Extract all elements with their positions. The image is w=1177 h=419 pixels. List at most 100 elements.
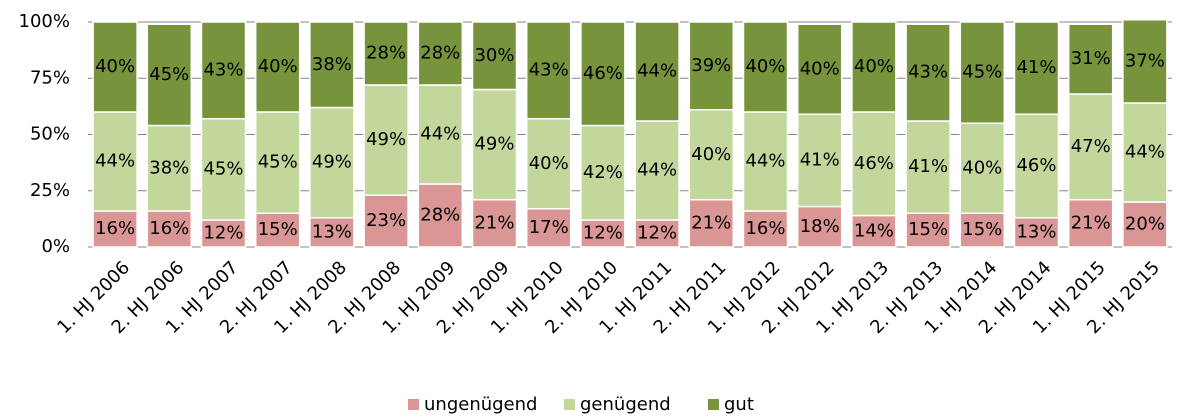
bar-segment <box>471 199 518 248</box>
data-label: 16% <box>149 218 189 239</box>
bar-segment <box>580 124 626 221</box>
data-label: 47% <box>1071 136 1111 157</box>
legend-label: ungenügend <box>424 394 537 415</box>
data-label: 44% <box>95 151 135 172</box>
data-label: 40% <box>691 144 731 165</box>
bar-segment <box>146 124 193 212</box>
bar-segment <box>254 212 301 248</box>
bar-segment <box>92 210 138 248</box>
bar-segment <box>525 21 572 120</box>
bar-segment <box>742 21 789 113</box>
data-label: 49% <box>366 129 406 150</box>
bar-segment <box>525 118 572 210</box>
bar-segment <box>363 84 409 196</box>
bar-segment <box>688 21 735 111</box>
bar-segment <box>851 214 897 248</box>
data-label: 15% <box>258 219 298 240</box>
data-label: 40% <box>800 58 840 79</box>
bar-segment <box>1067 93 1114 201</box>
data-label: 37% <box>1125 50 1165 71</box>
data-label: 44% <box>637 160 677 181</box>
data-label: 41% <box>800 149 840 170</box>
bar-segment <box>742 210 789 248</box>
data-label: 28% <box>420 205 460 226</box>
data-label: 15% <box>962 219 1002 240</box>
data-label: 13% <box>1016 221 1056 242</box>
data-label: 21% <box>474 212 514 233</box>
data-label: 28% <box>420 43 460 64</box>
data-label: 21% <box>1071 212 1111 233</box>
bar-segment <box>796 113 843 208</box>
data-label: 12% <box>203 223 243 244</box>
data-label: 46% <box>583 63 623 84</box>
bar-segment <box>851 21 897 113</box>
data-label: 46% <box>1016 155 1056 176</box>
bar-segment <box>959 212 1006 248</box>
bar-segment <box>1013 113 1060 219</box>
bar-segment <box>634 21 680 122</box>
bar-segment <box>688 109 735 201</box>
bar-segment <box>1067 199 1114 248</box>
y-tick-label: 75% <box>30 67 70 88</box>
data-label: 41% <box>1016 57 1056 78</box>
legend-label: gut <box>724 394 754 415</box>
data-label: 31% <box>1071 48 1111 69</box>
bar-segment <box>1122 201 1168 248</box>
data-label: 43% <box>203 59 243 80</box>
data-label: 43% <box>908 62 948 83</box>
bar-segment <box>417 21 464 86</box>
bar-segment <box>146 23 193 127</box>
legend-swatch <box>564 399 575 410</box>
data-label: 23% <box>366 210 406 231</box>
bar-segment <box>1122 19 1168 104</box>
legend-swatch <box>708 399 719 410</box>
bar-segment <box>254 111 301 214</box>
bar-segment <box>92 21 138 113</box>
bar-segment <box>417 183 464 248</box>
bar-segment <box>417 84 464 185</box>
bar-segment <box>580 21 626 127</box>
data-label: 16% <box>745 218 785 239</box>
data-label: 21% <box>691 212 731 233</box>
data-label: 39% <box>691 55 731 76</box>
legend-swatch <box>408 399 419 410</box>
bar-segment <box>1013 21 1060 115</box>
data-label: 13% <box>312 221 352 242</box>
data-label: 45% <box>203 158 243 179</box>
data-label: 40% <box>529 153 569 174</box>
data-label: 45% <box>149 64 189 85</box>
bar-segment <box>309 21 355 109</box>
data-label: 44% <box>637 61 677 82</box>
bar-segment <box>634 219 680 248</box>
data-label: 42% <box>583 162 623 183</box>
bar-segment <box>580 219 626 248</box>
data-label: 41% <box>908 156 948 177</box>
data-label: 12% <box>583 223 623 244</box>
data-label: 46% <box>854 153 894 174</box>
bar-segment <box>254 21 301 113</box>
data-label: 44% <box>745 151 785 172</box>
bar-segment <box>796 23 843 115</box>
y-tick-label: 25% <box>30 180 70 201</box>
data-label: 49% <box>474 134 514 155</box>
data-label: 49% <box>312 152 352 173</box>
bar-segment <box>200 21 247 120</box>
data-label: 30% <box>474 45 514 66</box>
y-tick-label: 100% <box>19 11 70 32</box>
bar-segment <box>1067 23 1114 95</box>
data-label: 38% <box>149 157 189 178</box>
y-tick-label: 0% <box>41 236 70 257</box>
data-label: 40% <box>745 56 785 77</box>
data-label: 45% <box>962 62 1002 83</box>
bar-segment <box>92 111 138 212</box>
data-label: 43% <box>529 59 569 80</box>
data-label: 28% <box>366 43 406 64</box>
data-label: 16% <box>95 218 135 239</box>
bar-segment <box>851 111 897 217</box>
data-label: 14% <box>854 220 894 241</box>
data-label: 45% <box>258 152 298 173</box>
data-label: 40% <box>258 56 298 77</box>
data-label: 18% <box>800 216 840 237</box>
bar-segment <box>309 106 355 219</box>
